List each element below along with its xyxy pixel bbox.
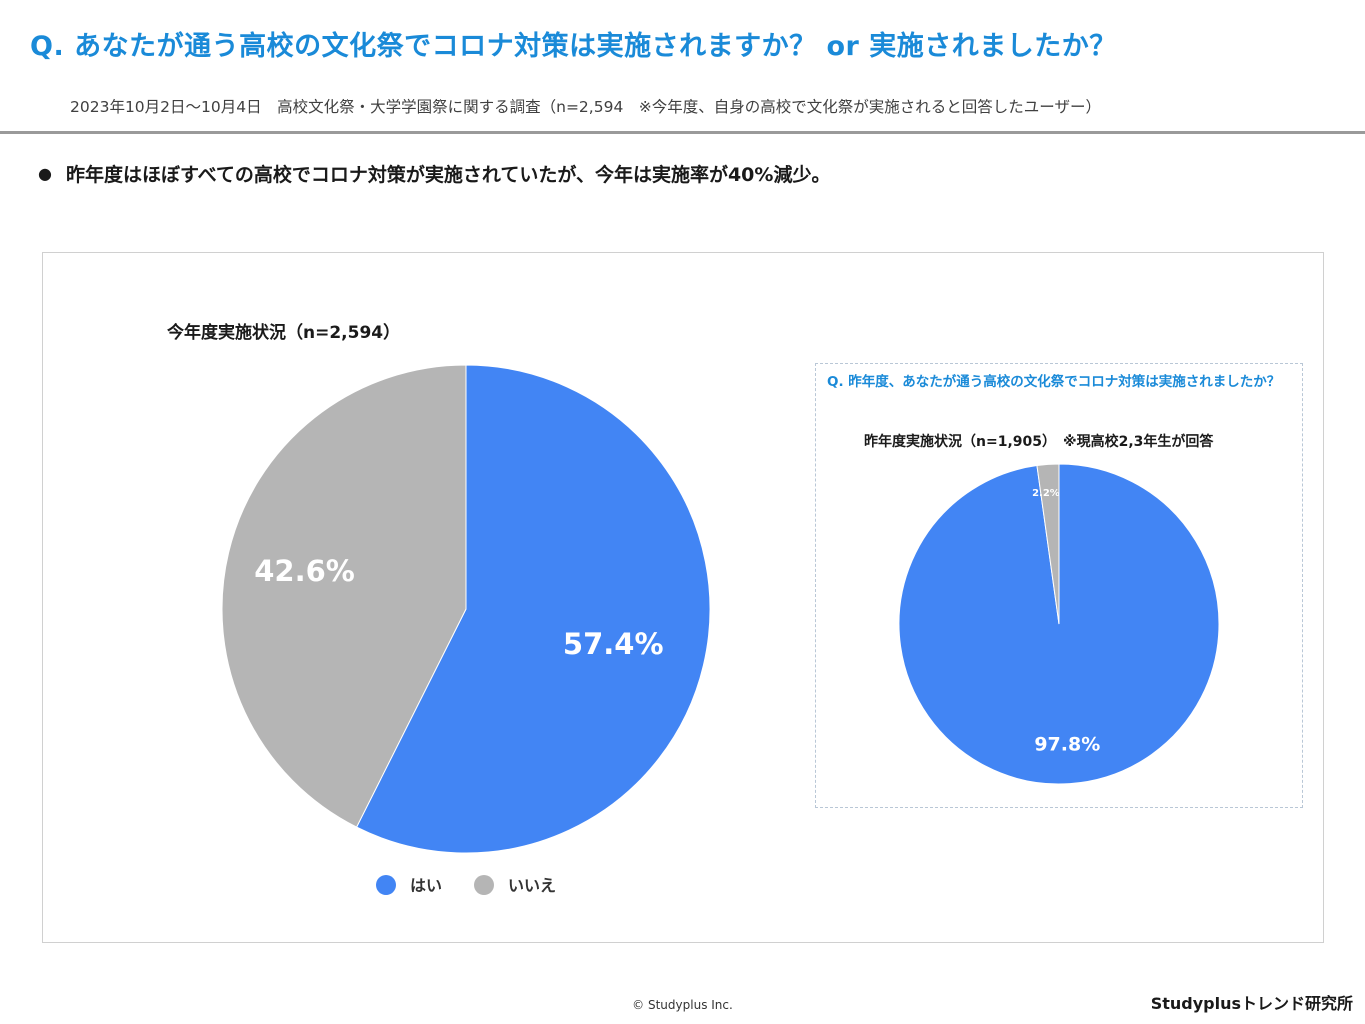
header: Q. あなたが通う高校の文化祭でコロナ対策は実施されますか？ or 実施されまし… [0, 0, 1365, 134]
page-title: Q. あなたが通う高校の文化祭でコロナ対策は実施されますか？ or 実施されまし… [30, 31, 1117, 62]
inset-pie-slice-no [1036, 463, 1060, 625]
main-data-label-no: 42.6% [254, 554, 355, 588]
inset-data-label-no: 2.2% [1032, 488, 1060, 499]
inset-chart-title: 昨年度実施状況（n=1,905） ※現高校2,3年生が回答 [864, 433, 1214, 450]
main-chart-title: 今年度実施状況（n=2,594） [167, 322, 400, 343]
inset-data-label-yes: 97.8% [1034, 734, 1100, 756]
bullet-icon: ● [38, 164, 52, 183]
legend-label-no: いいえ [508, 876, 556, 895]
main-pie-slice-yes [355, 364, 711, 854]
main-data-label-yes: 57.4% [563, 627, 664, 661]
brand-logo-text: Studyplusトレンド研究所 [1150, 994, 1353, 1013]
key-finding-text: 昨年度はほぼすべての高校でコロナ対策が実施されていたが、今年は実施率が40%減少… [66, 164, 831, 186]
legend-label-yes: はい [410, 876, 442, 895]
legend-marker-yes [376, 875, 396, 895]
survey-subtitle: 2023年10月2日～10月4日 高校文化祭・大学学園祭に関する調査（n=2,5… [70, 98, 1101, 116]
legend-marker-no [474, 875, 494, 895]
main-pie-slice-no [221, 364, 467, 828]
key-finding: ● 昨年度はほぼすべての高校でコロナ対策が実施されていたが、今年は実施率が40%減… [38, 160, 830, 187]
inset-question: Q. 昨年度、あなたが通う高校の文化祭でコロナ対策は実施されましたか？ [827, 374, 1281, 390]
copyright: © Studyplus Inc. [632, 998, 733, 1012]
